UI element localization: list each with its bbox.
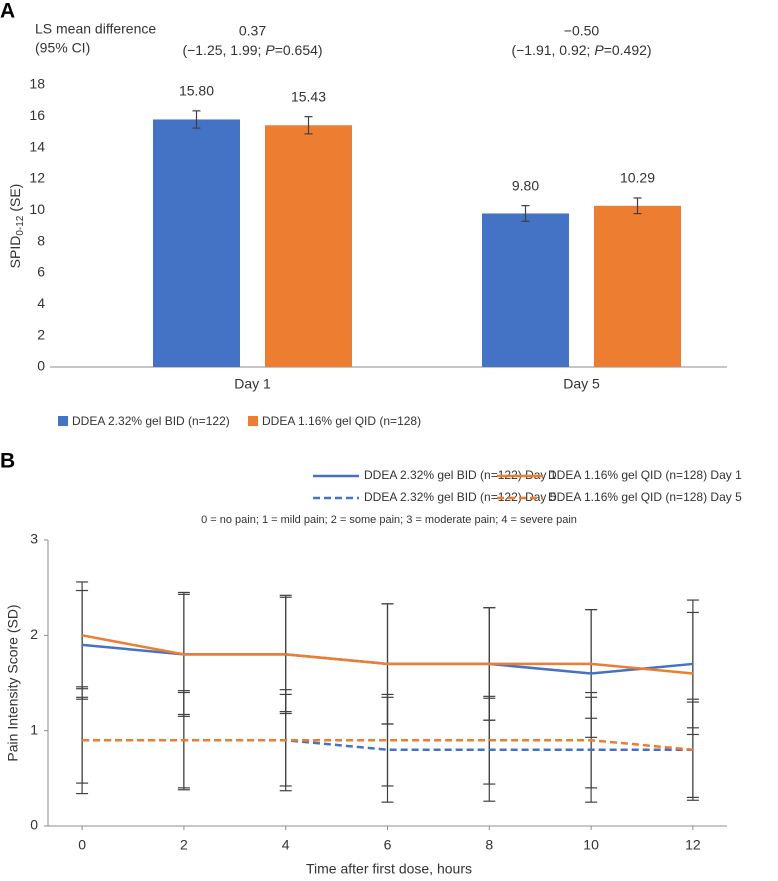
y-tick-label: 0 <box>37 358 45 374</box>
series-line <box>82 738 694 751</box>
series-line <box>81 634 694 675</box>
bar <box>265 125 352 367</box>
legend-label: DDEA 1.16% gel QID (n=128) Day 1 <box>548 468 742 482</box>
y-tick-label: 4 <box>37 295 45 311</box>
value-label: 15.80 <box>179 83 214 99</box>
y-tick-label: 2 <box>30 626 38 642</box>
legend-label: DDEA 1.16% gel QID (n=128) <box>262 414 421 428</box>
panel-label: A <box>0 0 15 23</box>
error-bar <box>633 197 642 215</box>
difference-estimate: 0.37 <box>239 23 266 39</box>
y-tick-label: 2 <box>37 326 45 342</box>
p-value: =0.654) <box>275 42 323 58</box>
x-tick-label: 10 <box>583 837 599 853</box>
y-axis-label: SPID0-12 (SE) <box>7 184 26 269</box>
error-bar <box>521 205 530 222</box>
x-axis-label: Time after first dose, hours <box>306 861 472 877</box>
difference-ci: (−1.91, 0.92; P=0.492) <box>511 42 651 58</box>
error-bar <box>192 110 201 129</box>
value-label: 15.43 <box>291 88 326 104</box>
x-tick-label: Day 1 <box>234 376 271 392</box>
y-label-suffix: (SE) <box>7 184 23 212</box>
x-tick-label: 2 <box>180 837 188 853</box>
value-label: 9.80 <box>512 177 539 193</box>
p-label: P <box>594 42 604 58</box>
x-tick-label: 0 <box>78 837 86 853</box>
value-label: 10.29 <box>620 170 655 186</box>
annotation-title: (95% CI) <box>35 40 90 56</box>
legend-swatch <box>248 416 258 426</box>
y-tick-label: 8 <box>37 232 45 248</box>
y-tick-label: 10 <box>29 201 45 217</box>
difference-ci: (−1.25, 1.99; P=0.654) <box>182 42 322 58</box>
y-tick-label: 0 <box>30 817 38 833</box>
bar <box>482 213 569 367</box>
x-tick-label: 4 <box>282 837 290 853</box>
p-label: P <box>265 42 275 58</box>
y-tick-label: 3 <box>30 531 38 547</box>
p-value: =0.492) <box>604 42 652 58</box>
y-tick-label: 18 <box>29 76 45 92</box>
ci-text: (−1.25, 1.99; <box>182 42 265 58</box>
legend-label: DDEA 1.16% gel QID (n=128) Day 5 <box>548 490 742 504</box>
legend-swatch <box>58 416 68 426</box>
x-tick-label: 12 <box>685 837 701 853</box>
y-label-text: SPID <box>7 236 23 269</box>
legend-label: DDEA 2.32% gel BID (n=122) Day 5 <box>364 490 557 504</box>
bar <box>594 205 681 367</box>
note: 0 = no pain; 1 = mild pain; 2 = some pai… <box>201 514 577 526</box>
y-tick-label: 14 <box>29 138 45 154</box>
error-bar <box>304 116 313 135</box>
error-bar <box>381 693 394 787</box>
legend-label: DDEA 2.32% gel BID (n=122) Day 1 <box>364 468 557 482</box>
x-tick-label: 6 <box>384 837 392 853</box>
x-tick-label: Day 5 <box>563 376 600 392</box>
y-tick-label: 1 <box>30 721 38 737</box>
legend-label: DDEA 2.32% gel BID (n=122) <box>72 414 230 428</box>
y-tick-label: 12 <box>29 170 45 186</box>
panel-label: B <box>0 450 15 473</box>
y-label-subscript: 0-12 <box>15 215 26 235</box>
y-tick-label: 6 <box>37 264 45 280</box>
y-axis-label: Pain Intensity Score (SD) <box>5 604 21 761</box>
ci-text: (−1.91, 0.92; <box>511 42 594 58</box>
y-tick-label: 16 <box>29 107 45 123</box>
bar <box>153 119 240 367</box>
difference-estimate: −0.50 <box>564 23 600 39</box>
x-tick-label: 8 <box>485 837 493 853</box>
annotation-title: LS mean difference <box>35 21 156 37</box>
